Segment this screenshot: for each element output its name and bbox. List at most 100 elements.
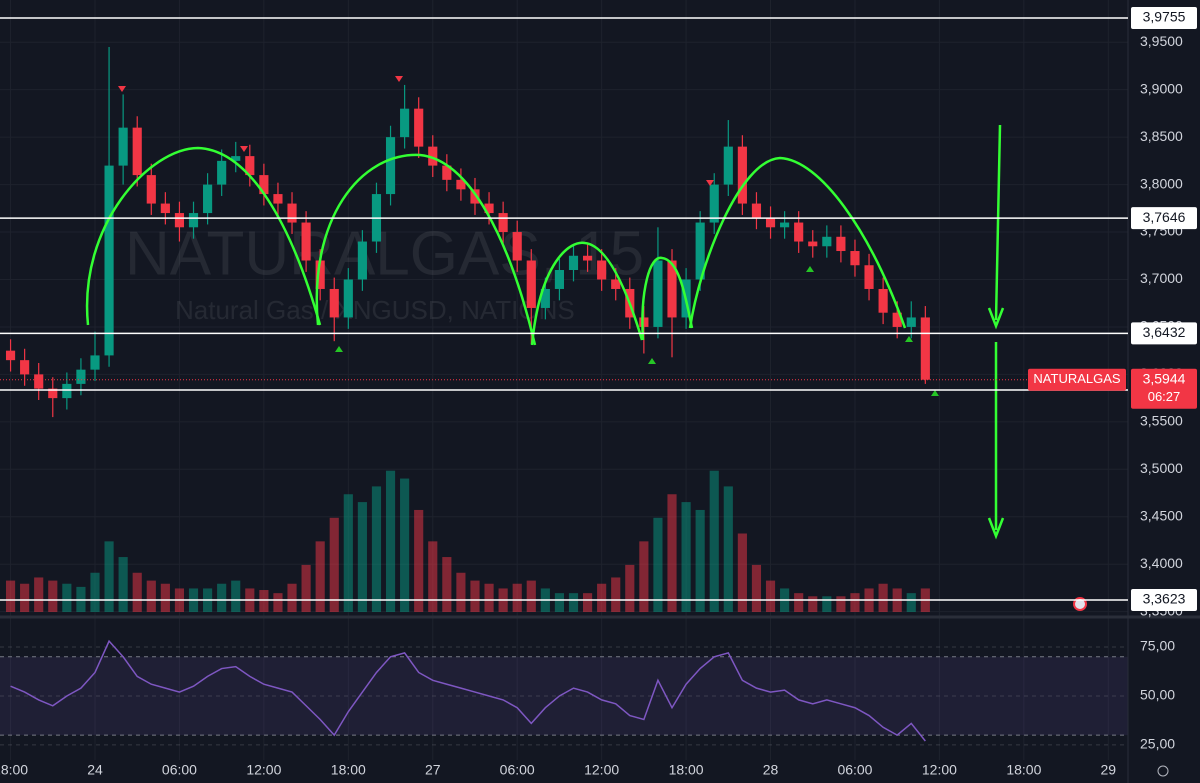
- candle-body: [231, 156, 241, 161]
- x-tick-label: 18:00: [669, 762, 704, 778]
- price-level-box: [1131, 207, 1197, 230]
- x-tick-label: 24: [87, 762, 103, 778]
- arc: [315, 153, 537, 346]
- x-tick-label: 28: [763, 762, 779, 778]
- event-icon[interactable]: [1073, 597, 1087, 611]
- candle-body: [808, 241, 818, 247]
- volume-bar: [653, 517, 663, 612]
- volume-bar: [217, 583, 227, 612]
- volume-bar: [625, 564, 635, 612]
- x-tick-label: 06:00: [162, 762, 197, 778]
- settings-icon[interactable]: [1157, 765, 1169, 777]
- x-tick-label: 06:00: [500, 762, 535, 778]
- candle-body: [568, 255, 579, 270]
- candle-body: [34, 374, 44, 389]
- x-tick-label: 27: [425, 762, 441, 778]
- x-tick-label: 12:00: [922, 762, 957, 778]
- arc: [530, 241, 644, 346]
- candle-body: [723, 146, 733, 185]
- rsi-tick-label: 50,00: [1140, 687, 1175, 703]
- volume-bar: [751, 564, 762, 612]
- candle-body: [5, 350, 16, 361]
- candle-body: [259, 175, 269, 195]
- candle-body: [540, 288, 550, 308]
- volume-bar: [400, 478, 410, 612]
- volume-bar: [231, 580, 241, 612]
- volume-bar: [850, 593, 860, 612]
- candle-body: [146, 175, 156, 204]
- volume-bar: [301, 564, 311, 612]
- volume-bar: [681, 502, 691, 612]
- volume-bar: [146, 580, 156, 612]
- volume-bar: [554, 593, 564, 612]
- candle-body: [737, 146, 747, 204]
- volume-bar: [132, 572, 142, 612]
- volume-bar: [611, 577, 621, 612]
- volume-bar: [428, 541, 438, 612]
- volume-bar: [90, 572, 100, 612]
- volume-bar: [5, 580, 16, 612]
- candle-body: [315, 260, 325, 289]
- volume-bar: [822, 596, 832, 612]
- candle-body: [104, 165, 114, 356]
- y-tick-label: 3,9500: [1140, 33, 1183, 49]
- x-tick-label: 12:00: [584, 762, 619, 778]
- candle-body: [878, 288, 888, 313]
- candle-body: [709, 184, 719, 223]
- y-tick-label: 3,4500: [1140, 507, 1183, 523]
- volume-bar: [34, 577, 44, 612]
- candle-body: [20, 360, 30, 375]
- countdown-label: 06:27: [1148, 389, 1181, 404]
- x-tick-label: 18:00: [1006, 762, 1041, 778]
- volume-bar: [568, 593, 579, 612]
- volume-bar: [118, 557, 128, 612]
- watermark-subtitle: Natural Gas / XNGUSD, NATIONS: [175, 295, 575, 325]
- candle-body: [822, 236, 832, 247]
- candle-body: [357, 241, 367, 280]
- candle-body: [90, 355, 100, 370]
- x-tick-label: 29: [1101, 762, 1117, 778]
- candle-body: [132, 127, 142, 176]
- candle-body: [554, 269, 564, 289]
- candle-body: [287, 203, 297, 223]
- volume-bar: [160, 583, 170, 612]
- volume-bar: [287, 583, 297, 612]
- symbol-label: NATURALGAS: [1033, 371, 1120, 386]
- watermark-title: NATURALGAS, 15: [125, 219, 644, 288]
- candle-body: [906, 317, 916, 327]
- x-tick-label: 06:00: [837, 762, 872, 778]
- rsi-tick-label: 25,00: [1140, 736, 1175, 752]
- volume-bar: [512, 583, 522, 612]
- volume-bar: [259, 590, 269, 612]
- candle-body: [188, 213, 199, 228]
- arrow: [987, 342, 1005, 540]
- candle-body: [920, 317, 930, 380]
- candle-body: [428, 146, 438, 166]
- volume-bar: [273, 593, 283, 612]
- volume-bar: [723, 486, 733, 612]
- candle-body: [498, 213, 508, 233]
- candle-body: [160, 203, 170, 214]
- sell-marker: [395, 76, 403, 82]
- candle-body: [653, 260, 663, 327]
- price-level-label: 3,6432: [1143, 324, 1186, 340]
- volume-bar: [582, 593, 593, 612]
- rsi-band: [0, 656, 1128, 736]
- candle-body: [751, 203, 762, 218]
- candle-body: [343, 279, 353, 318]
- candle-body: [456, 179, 466, 190]
- arc: [688, 156, 907, 329]
- volume-bar: [442, 557, 452, 612]
- y-tick-label: 3,4000: [1140, 555, 1183, 571]
- volume-bar: [667, 494, 677, 612]
- arrow: [987, 124, 1005, 330]
- volume-bar: [695, 509, 705, 612]
- buy-marker: [931, 390, 939, 396]
- y-tick-label: 3,5500: [1140, 413, 1183, 429]
- price-level-label: 3,7646: [1143, 209, 1186, 225]
- y-tick-label: 3,7000: [1140, 270, 1183, 286]
- volume-bar: [329, 517, 339, 612]
- symbol-box: [1028, 368, 1126, 391]
- last-price-box: [1131, 368, 1197, 409]
